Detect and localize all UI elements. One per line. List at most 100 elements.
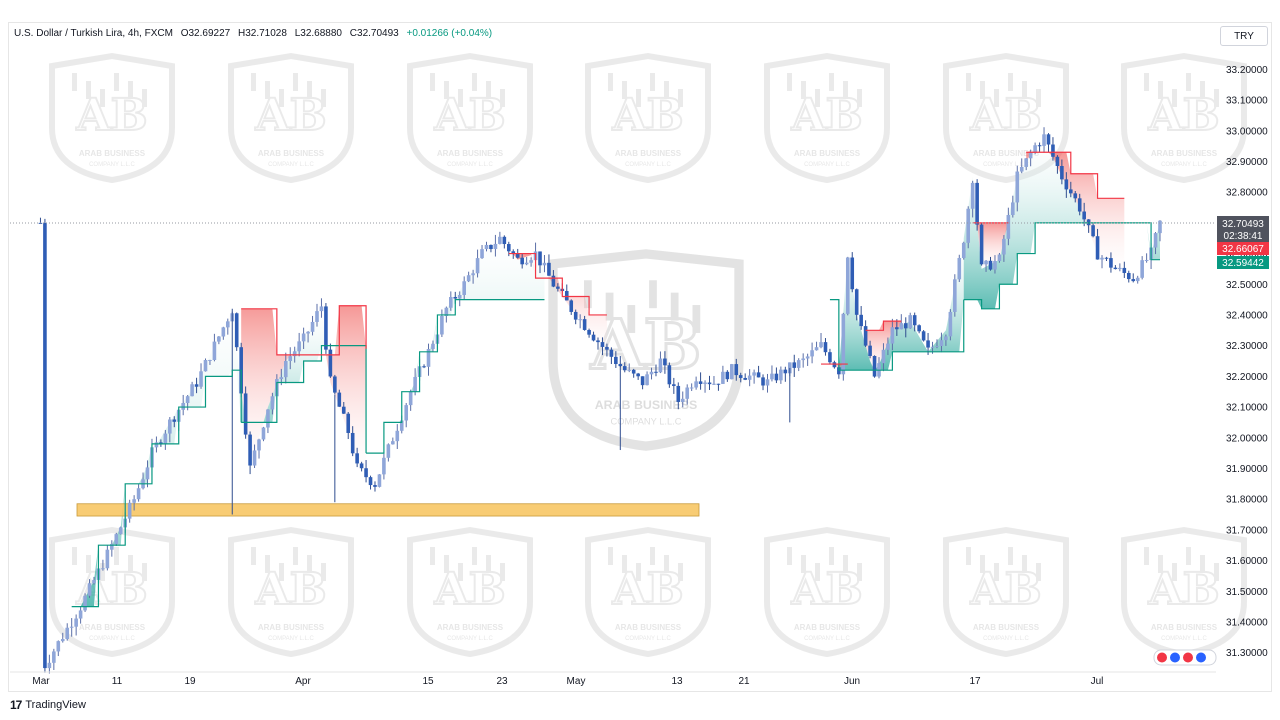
watermark-subtext: COMPANY L.L.C [1161, 636, 1207, 642]
candle [743, 373, 747, 381]
candle [163, 429, 168, 450]
watermark-text: ARAB BUSINESS [794, 149, 861, 158]
candle [341, 401, 346, 415]
candle [1126, 270, 1131, 283]
candle [747, 369, 752, 387]
candle [217, 336, 221, 345]
candle [529, 257, 533, 267]
candle [493, 234, 498, 257]
x-tick-label: Jun [844, 676, 860, 687]
watermark-text: ARAB BUSINESS [258, 623, 325, 632]
y-tick-label: 31.90000 [1226, 464, 1268, 475]
flash-icon [1157, 652, 1167, 663]
x-axis: Mar 11 19 Apr 15 23 May 13 21 Jun 17 Jul [10, 671, 1216, 687]
candle [368, 475, 373, 490]
candle [382, 453, 386, 480]
candle [261, 426, 266, 442]
candle [814, 341, 819, 351]
candle [689, 383, 694, 392]
y-tick-label: 32.10000 [1226, 403, 1268, 414]
candle [627, 363, 632, 373]
candle [569, 299, 574, 315]
watermark-subtext: COMPANY L.L.C [268, 162, 314, 168]
candle [168, 417, 172, 443]
candle [288, 347, 293, 370]
svg-text:AB: AB [1147, 564, 1219, 615]
candle [854, 288, 859, 321]
watermark-subtext: COMPANY L.L.C [268, 636, 314, 642]
upper-band-tag: 32.66067 [1222, 244, 1264, 255]
candle [859, 306, 863, 330]
candle [310, 315, 315, 336]
candle [350, 426, 355, 457]
candle [520, 253, 524, 269]
candle [65, 623, 70, 641]
candle [685, 384, 690, 405]
candle [796, 358, 801, 372]
candle [1113, 265, 1118, 270]
candle [1140, 256, 1144, 280]
currency-button[interactable]: TRY [1220, 26, 1268, 46]
candle [680, 391, 685, 408]
watermark-logo: AB ARAB BUSINESS COMPANY L.L.C [228, 526, 354, 658]
y-tick-label: 32.20000 [1226, 372, 1268, 383]
chart-frame [8, 22, 1272, 692]
candle [779, 366, 783, 384]
candle [707, 375, 712, 390]
downtrend-fill [241, 305, 367, 477]
candle [596, 337, 600, 350]
watermark-text: ARAB BUSINESS [973, 149, 1040, 158]
candle [725, 370, 730, 382]
candle [752, 369, 756, 384]
watermark-text: ARAB BUSINESS [615, 149, 682, 158]
candle [578, 314, 582, 329]
svg-text:AB: AB [1147, 90, 1219, 141]
uptrend-fill [71, 308, 242, 607]
candle [1019, 158, 1024, 174]
candle [792, 354, 797, 377]
svg-text:AB: AB [254, 564, 326, 615]
x-tick-label: 13 [671, 676, 683, 687]
y-tick-label: 31.70000 [1226, 525, 1268, 536]
candle [92, 576, 96, 585]
candle [1024, 158, 1028, 171]
candle [475, 249, 480, 278]
candle [1118, 263, 1122, 272]
candle [359, 461, 364, 472]
candle [172, 416, 177, 428]
svg-text:AB: AB [254, 90, 326, 141]
upper-trail-line [241, 305, 367, 356]
candle [957, 254, 962, 283]
footer: 17 TradingView [10, 698, 86, 712]
candle [1060, 159, 1064, 185]
ohlc-close: C32.70493 [349, 28, 399, 39]
candle [136, 484, 141, 502]
toolbar-badge[interactable] [1153, 649, 1217, 666]
y-tick-label: 31.80000 [1226, 495, 1268, 506]
candle [221, 326, 226, 340]
candle [1091, 223, 1095, 238]
candle [694, 376, 698, 390]
candle [734, 358, 739, 381]
candle [498, 231, 502, 245]
support-zone [76, 503, 700, 517]
candle [721, 365, 725, 384]
upper-trail-line [1026, 151, 1125, 199]
watermark-subtext: COMPANY L.L.C [611, 416, 682, 426]
candle [283, 352, 288, 384]
candle [1131, 273, 1136, 283]
candle [74, 614, 78, 636]
candle [181, 394, 185, 416]
candle [52, 648, 56, 671]
candle [975, 179, 979, 231]
candle [377, 474, 382, 488]
candle [87, 579, 92, 598]
candle [770, 365, 774, 382]
candle [270, 392, 275, 415]
candle [480, 245, 484, 259]
candle [346, 411, 351, 440]
candle [564, 284, 569, 301]
